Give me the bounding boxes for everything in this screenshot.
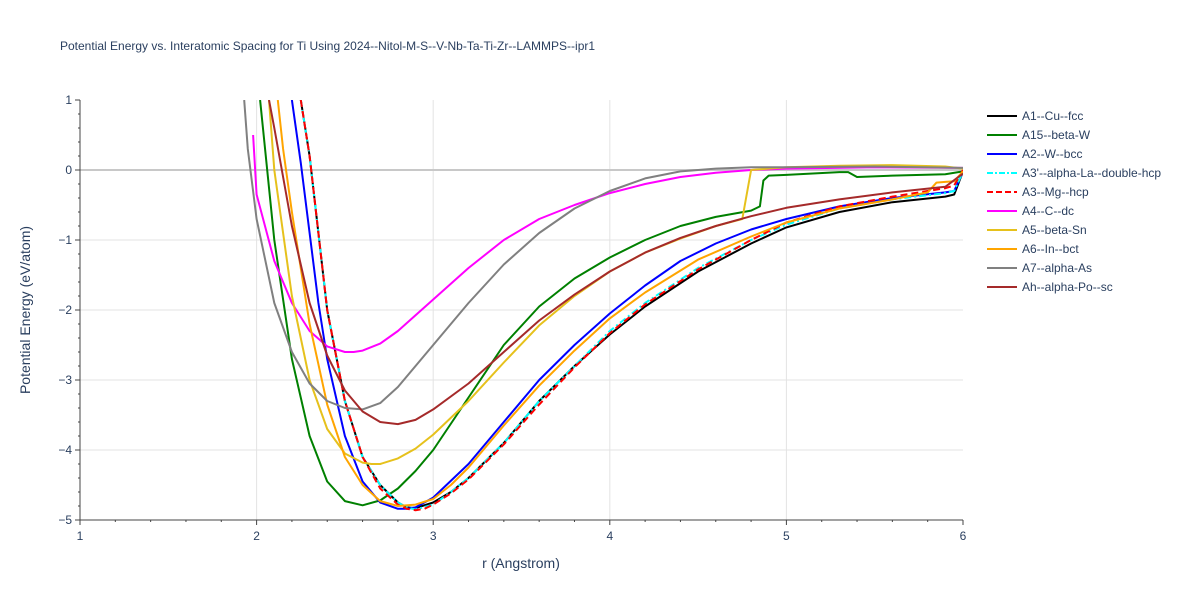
legend-item: Ah--alpha-Po--sc [987, 280, 1113, 294]
legend-item: A5--beta-Sn [987, 223, 1087, 237]
legend: A1--Cu--fcc A15--beta-W A2--W--bcc A3'--alp… [987, 109, 1161, 294]
y-tick-label: 1 [65, 93, 72, 107]
x-tick-label: 2 [253, 529, 260, 543]
legend-item: A4--C--dc [987, 204, 1074, 218]
legend-label: A5--beta-Sn [1022, 223, 1087, 237]
x-axis-label: r (Angstrom) [482, 555, 560, 571]
x-tick-label: 4 [606, 529, 613, 543]
y-tick-label: 0 [65, 163, 72, 177]
legend-item: A2--W--bcc [987, 147, 1082, 161]
legend-label: A7--alpha-As [1022, 261, 1092, 275]
legend-item: A15--beta-W [987, 128, 1091, 142]
legend-item: A3'--alpha-La--double-hcp [987, 166, 1161, 180]
legend-label: A2--W--bcc [1022, 147, 1082, 161]
y-tick-label: −5 [58, 513, 72, 527]
x-tick-label: 6 [960, 529, 967, 543]
legend-label: A1--Cu--fcc [1022, 109, 1083, 123]
series-line [252, 134, 963, 353]
y-tick-label: −1 [58, 233, 72, 247]
legend-label: A3'--alpha-La--double-hcp [1022, 166, 1161, 180]
y-tick-label: −4 [58, 443, 72, 457]
legend-item: A7--alpha-As [987, 261, 1092, 275]
series-line [290, 100, 963, 510]
chart-title: Potential Energy vs. Interatomic Spacing… [60, 39, 595, 53]
x-tick-label: 3 [430, 529, 437, 543]
series-line [243, 100, 963, 411]
legend-item: A3--Mg--hcp [987, 185, 1089, 199]
legend-label: A6--In--bct [1022, 242, 1079, 256]
series-line [268, 100, 963, 426]
series-layer [243, 100, 963, 512]
axis-layer: 1 2 3 4 5 6 −5 −4 −3 −2 −1 0 1 [58, 93, 966, 543]
legend-label: Ah--alpha-Po--sc [1022, 280, 1113, 294]
x-tick-label: 1 [77, 529, 84, 543]
grid-layer [80, 100, 963, 520]
series-line [276, 100, 963, 507]
legend-label: A3--Mg--hcp [1022, 185, 1089, 199]
legend-label: A15--beta-W [1022, 128, 1091, 142]
series-line [299, 100, 963, 512]
x-tick-label: 5 [783, 529, 790, 543]
legend-item: A6--In--bct [987, 242, 1079, 256]
series-line [259, 100, 963, 507]
y-tick-label: −3 [58, 373, 72, 387]
legend-label: A4--C--dc [1022, 204, 1074, 218]
y-axis-label: Potential Energy (eV/atom) [17, 226, 33, 394]
y-tick-label: −2 [58, 303, 72, 317]
legend-item: A1--Cu--fcc [987, 109, 1083, 123]
